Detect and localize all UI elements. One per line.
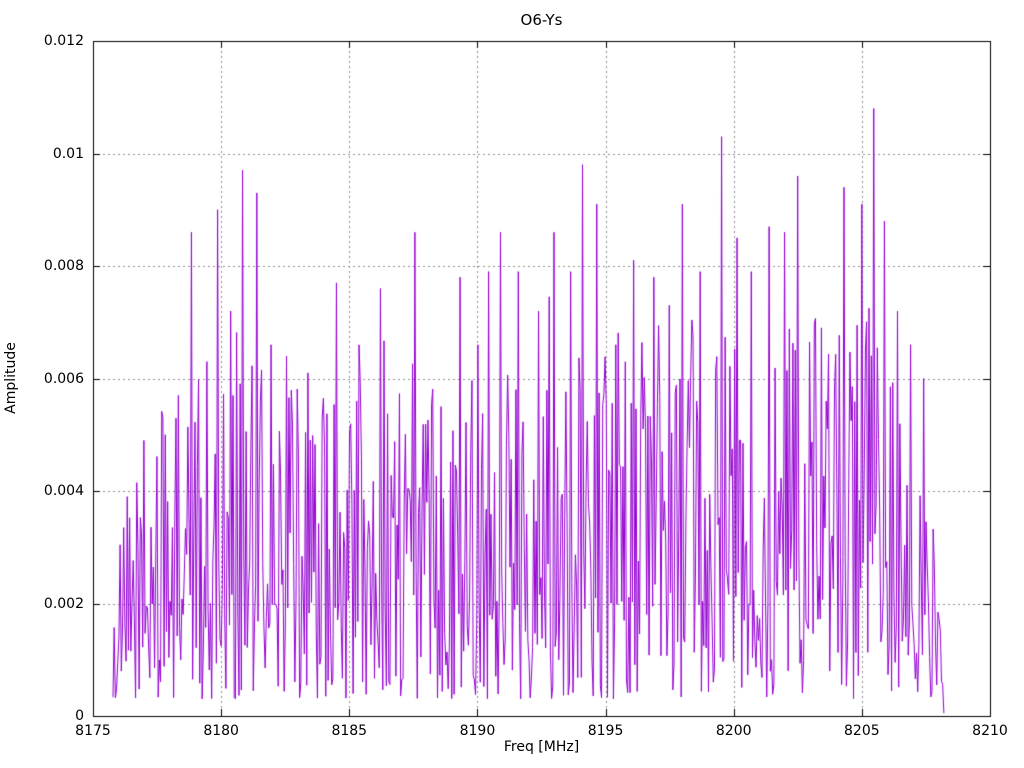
x-tick-label: 8195 — [587, 723, 624, 739]
x-tick-label: 8185 — [331, 723, 368, 739]
y-tick-label: 0.002 — [43, 595, 84, 612]
y-tick-label: 0.008 — [43, 258, 84, 274]
x-tick-label: 8200 — [715, 723, 752, 739]
y-tick-label: 0 — [75, 708, 84, 724]
y-tick-label: 0.01 — [52, 145, 84, 162]
y-tick-label: 0.012 — [43, 33, 84, 49]
x-axis-label: Freq [MHz] — [503, 739, 580, 755]
x-tick-label: 8205 — [844, 723, 880, 739]
x-tick-label: 8180 — [203, 723, 239, 739]
x-tick-label: 8210 — [972, 723, 1008, 739]
x-tick-label: 8190 — [459, 723, 496, 739]
y-tick-label: 0.006 — [43, 370, 84, 387]
y-tick-label: 0.004 — [43, 483, 84, 499]
chart-title: O6-Ys — [520, 11, 563, 29]
x-tick-label: 8175 — [75, 723, 111, 739]
